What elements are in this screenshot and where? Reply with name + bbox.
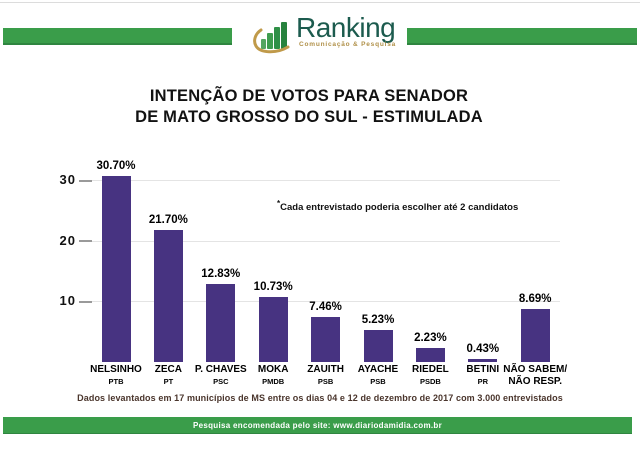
bar-category-name: NELSINHO (90, 364, 142, 375)
page-title-line1: INTENÇÃO DE VOTOS PARA SENADOR (149, 87, 469, 105)
bar-value-label: 2.23% (414, 332, 447, 345)
gridline-30 (92, 180, 560, 181)
bar-category-name: RIEDEL (412, 364, 449, 375)
bar-category-name: BETINI (466, 364, 500, 375)
bar-category-party: PSDB (419, 377, 441, 386)
header-bar-right (407, 28, 637, 45)
bar-category-name: ZAUITH (307, 364, 344, 375)
bar-1 (101, 175, 131, 362)
logo-text: Ranking Comunicação & Pesquisa (296, 12, 396, 48)
page-title: INTENÇÃO DE VOTOS PARA SENADOR DE MATO G… (0, 86, 618, 128)
bar-category-name: MOKA (257, 364, 289, 375)
footer-banner: Pesquisa encomendada pelo site: www.diar… (3, 417, 632, 434)
top-divider (0, 2, 640, 3)
y-axis-label-20: 20 (59, 232, 76, 248)
y-axis-label-10: 10 (59, 293, 76, 309)
bar-4 (258, 296, 288, 362)
gridline-10 (92, 301, 560, 303)
bar-7 (415, 348, 445, 362)
bar-category-name: ZECA (154, 364, 182, 375)
y-axis-tick-20 (79, 240, 92, 243)
bar-3 (206, 284, 236, 362)
logo-tagline-text: Comunicação & Pesquisa (299, 41, 397, 48)
bar-category-party: NÃO RESP. (508, 376, 563, 387)
bar-5 (311, 316, 341, 362)
bar-8 (468, 359, 498, 362)
bar-value-label: 0.43% (466, 343, 500, 355)
bar-value-label: 7.46% (309, 300, 342, 313)
bar-value-label: 5.23% (361, 314, 395, 327)
footnote-asterisk: * (277, 199, 281, 208)
bar-9 (520, 309, 550, 362)
bar-category-party: PSC (213, 377, 229, 386)
bar-value-label: 8.69% (518, 293, 552, 306)
bar-category-party: PSB (317, 377, 334, 386)
bar-category-party: PT (163, 377, 174, 386)
bar-category-name: P. CHAVES (194, 364, 247, 375)
bar-category-party: PMDB (262, 377, 285, 386)
bar-value-label: 10.73% (253, 280, 293, 293)
page-title-line2: DE MATO GROSSO DO SUL - ESTIMULADA (135, 108, 483, 126)
bar-6 (363, 330, 393, 362)
logo-brand-text: Ranking (296, 12, 396, 43)
bar-chart-logo-icon (253, 22, 290, 54)
header-bar-left (3, 28, 232, 45)
gridline-20 (92, 240, 560, 242)
bar-category-party: PTB (108, 377, 124, 386)
bar-category-name: AYACHE (357, 364, 399, 375)
y-axis-tick-30 (79, 179, 92, 182)
ranking-logo: Ranking Comunicação & Pesquisa (252, 12, 396, 54)
y-axis-tick-10 (79, 300, 92, 303)
bar-category-party: PR (477, 377, 488, 386)
chart-footnote: *Cada entrevistado poderia escolher até … (277, 199, 518, 213)
survey-source-text: Dados levantados em 17 municípios de MS … (77, 393, 563, 403)
bar-category-name: NÃO SABEM/ (503, 364, 568, 375)
y-axis-label-30: 30 (59, 172, 76, 187)
bar-value-label: 21.70% (148, 214, 188, 227)
bar-value-label: 12.83% (201, 268, 241, 281)
bar-category-party: PSB (370, 377, 386, 386)
bar-2 (153, 230, 183, 362)
footnote-text: Cada entrevistado poderia escolher até 2… (280, 202, 519, 213)
bar-value-label: 30.70% (96, 159, 136, 172)
footer-banner-text: Pesquisa encomendada pelo site: www.diar… (192, 420, 442, 430)
